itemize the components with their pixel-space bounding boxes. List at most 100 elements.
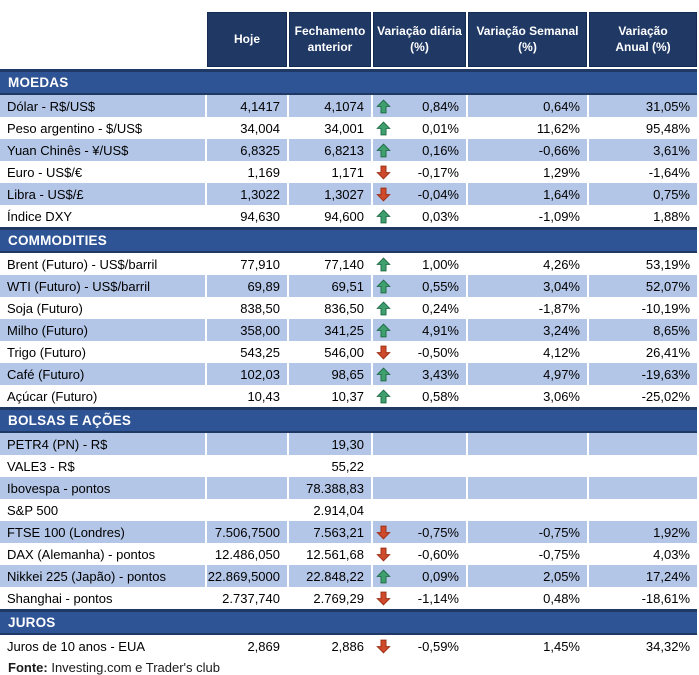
cell-variacao-semanal: -0,75% [538, 546, 580, 562]
source-note: Fonte: Investing.com e Trader's club [0, 657, 697, 675]
cell-variacao-diaria [373, 477, 466, 499]
cell-variacao-semanal: 4,12% [543, 344, 580, 360]
cell-variacao-diaria: 0,84% [373, 95, 466, 117]
cell-hoje [207, 433, 287, 455]
section-header-juros: JUROS [0, 609, 697, 635]
cell-variacao-semanal: 4,97% [468, 363, 587, 385]
row-label: Peso argentino - $/US$ [7, 120, 143, 136]
cell-hoje [207, 477, 287, 499]
table-row: VALE3 - R$ 55,22 [0, 455, 697, 477]
table-row: Ibovespa - pontos 78.388,83 [0, 477, 697, 499]
arrow-up-icon [375, 256, 392, 272]
table-row: FTSE 100 (Londres) 7.506,7500 7.563,21 -0,7… [0, 521, 697, 543]
cell-variacao-semanal: 4,26% [543, 256, 580, 272]
arrow-up-icon [375, 120, 392, 136]
cell-variacao-anual [589, 455, 697, 477]
header-corner [0, 12, 205, 67]
cell-hoje: 102,03 [207, 363, 287, 385]
cell-variacao-anual: -10,19% [641, 300, 690, 316]
variacao-diaria-value: 0,03% [422, 208, 459, 224]
row-label: VALE3 - R$ [7, 458, 75, 474]
source-note-label: Fonte: [8, 660, 48, 675]
cell-fechamento-anterior: 10,37 [331, 388, 364, 404]
cell-hoje: 2,869 [247, 638, 280, 654]
cell-fechamento-anterior: 55,22 [331, 458, 364, 474]
col-header-variacao-semanal: Variação Semanal (%) [468, 12, 587, 67]
variacao-diaria-value: 1,00% [422, 256, 459, 272]
section-header-moedas: MOEDAS [0, 69, 697, 95]
table-row: Libra - US$/£ 1,3022 1,3027 -0,04% 1,64% 0,75… [0, 183, 697, 205]
table-row: Milho (Futuro) 358,00 341,25 4,91% 3,24% 8,65… [0, 319, 697, 341]
cell-hoje: 7.506,7500 [207, 521, 287, 543]
row-label: Libra - US$/£ [0, 183, 205, 205]
cell-variacao-diaria: 0,58% [373, 385, 466, 407]
variacao-diaria-value: 0,58% [422, 388, 459, 404]
row-label: Brent (Futuro) - US$/barril [7, 256, 158, 272]
variacao-diaria-value: 3,43% [422, 366, 459, 382]
cell-variacao-diaria: -1,14% [373, 587, 466, 609]
cell-variacao-diaria: 3,43% [373, 363, 466, 385]
cell-variacao-diaria: -0,59% [373, 635, 466, 657]
row-label: DAX (Alemanha) - pontos [7, 546, 156, 562]
row-label: Índice DXY [7, 208, 73, 224]
cell-variacao-diaria: 0,09% [373, 565, 466, 587]
cell-fechamento-anterior: 34,001 [324, 120, 364, 136]
cell-fechamento-anterior: 4,1074 [289, 95, 371, 117]
row-label: Milho (Futuro) [0, 319, 205, 341]
variacao-diaria-value: -0,60% [417, 546, 459, 562]
col-header-fechamento: Fechamento anterior [289, 12, 371, 67]
cell-hoje: 22.869,5000 [207, 565, 287, 587]
row-label: Ibovespa - pontos [0, 477, 205, 499]
cell-fechamento-anterior: 1,3027 [289, 183, 371, 205]
row-label: Shanghai - pontos [7, 590, 113, 606]
cell-variacao-semanal: 1,29% [543, 164, 580, 180]
cell-hoje: 12.486,050 [214, 546, 280, 562]
cell-variacao-semanal [468, 455, 587, 477]
cell-fechamento-anterior: 98,65 [289, 363, 371, 385]
cell-fechamento-anterior: 77,140 [324, 256, 364, 272]
cell-fechamento-anterior: 6,8213 [289, 139, 371, 161]
row-label: WTI (Futuro) - US$/barril [0, 275, 205, 297]
row-label: FTSE 100 (Londres) [0, 521, 205, 543]
table-row: Euro - US$/€ 1,169 1,171 -0,17% 1,29% -1,64% [0, 161, 697, 183]
row-label: Soja (Futuro) [7, 300, 83, 316]
cell-variacao-semanal: 2,05% [468, 565, 587, 587]
cell-variacao-anual: 8,65% [589, 319, 697, 341]
cell-fechamento-anterior: 546,00 [324, 344, 364, 360]
cell-variacao-diaria: -0,50% [373, 341, 466, 363]
variacao-diaria-value: -0,59% [417, 638, 459, 654]
cell-variacao-semanal: -0,75% [468, 521, 587, 543]
row-label: Nikkei 225 (Japão) - pontos [0, 565, 205, 587]
cell-variacao-anual [589, 433, 697, 455]
row-label: Juros de 10 anos - EUA [7, 638, 146, 654]
cell-fechamento-anterior: 2.914,04 [313, 502, 364, 518]
cell-variacao-semanal [468, 433, 587, 455]
variacao-diaria-value: 0,84% [422, 98, 459, 114]
table-row: Brent (Futuro) - US$/barril 77,910 77,140 1… [0, 253, 697, 275]
cell-hoje: 543,25 [240, 344, 280, 360]
cell-hoje: 4,1417 [207, 95, 287, 117]
cell-hoje: 69,89 [207, 275, 287, 297]
cell-variacao-diaria: -0,60% [373, 543, 466, 565]
col-header-variacao-anual: Variação Anual (%) [589, 12, 697, 67]
cell-variacao-semanal: -0,66% [468, 139, 587, 161]
cell-hoje: 94,630 [240, 208, 280, 224]
cell-fechamento-anterior: 19,30 [289, 433, 371, 455]
table-header: Hoje Fechamento anterior Variação diária… [0, 12, 697, 67]
cell-hoje: 1,3022 [207, 183, 287, 205]
cell-variacao-semanal: 0,64% [468, 95, 587, 117]
cell-variacao-semanal: 11,62% [536, 120, 580, 136]
table-body: MOEDAS Dólar - R$/US$ 4,1417 4,1074 0,84% 0,6… [0, 69, 697, 657]
variacao-diaria-value: 0,01% [422, 120, 459, 136]
cell-variacao-semanal: 3,24% [468, 319, 587, 341]
cell-fechamento-anterior: 836,50 [324, 300, 364, 316]
row-label: PETR4 (PN) - R$ [0, 433, 205, 455]
row-label: Euro - US$/€ [7, 164, 83, 180]
cell-variacao-diaria: 0,24% [373, 297, 466, 319]
cell-hoje: 34,004 [240, 120, 280, 136]
cell-variacao-semanal: 0,48% [543, 590, 580, 606]
cell-variacao-anual [589, 499, 697, 521]
cell-variacao-semanal: -1,87% [538, 300, 580, 316]
table-row: Juros de 10 anos - EUA 2,869 2,886 -0,59% 1,… [0, 635, 697, 657]
